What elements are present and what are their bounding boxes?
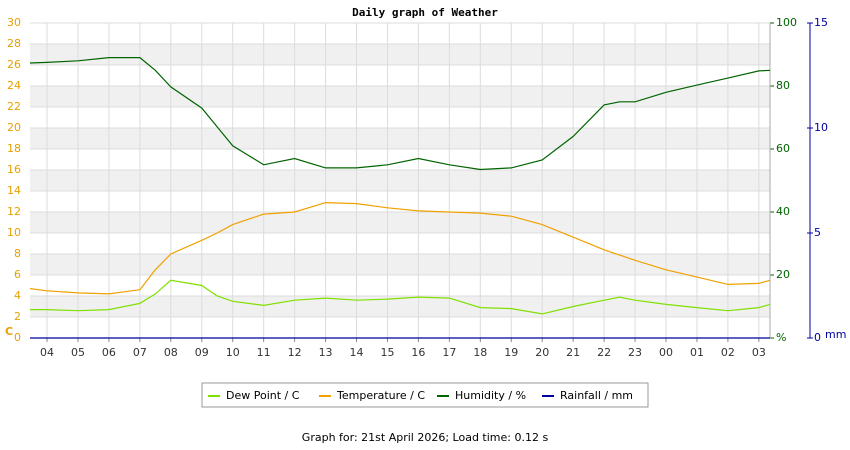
y-tick-label: 18 [7,142,21,155]
grid-band [30,128,770,149]
x-tick-label: 13 [319,346,333,359]
x-tick-label: 10 [226,346,240,359]
y-tick-label: 24 [7,79,21,92]
x-tick-label: 23 [628,346,642,359]
legend [201,382,649,408]
footer: Graph for: 21st April 2026; Load time: 0… [302,431,549,444]
x-tick-label: 07 [133,346,147,359]
series-line [29,201,771,295]
x-tick-label: 00 [659,346,673,359]
y-tick-label: 8 [14,247,21,260]
x-tick-label: 11 [257,346,271,359]
x-tick-label: 20 [535,346,549,359]
x-tick-label: 03 [752,346,766,359]
y-tick-label: 0 [14,331,21,344]
series-line [29,57,771,171]
y-tick-label: 6 [14,268,21,281]
x-tick-label: 04 [40,346,54,359]
x-tick-label: 14 [350,346,364,359]
grid-band [30,86,770,107]
chart-title: Daily graph of Weather [352,6,498,19]
x-tick-label: 06 [102,346,116,359]
y2-tick-label: 20 [776,268,790,281]
legend-label: Rainfall / mm [560,389,633,402]
y2-tick-label: 40 [776,205,790,218]
y3-unit: mm [825,328,846,341]
y2-tick-label: % [776,331,786,344]
x-tick-label: 22 [597,346,611,359]
y-tick-label: 28 [7,37,21,50]
x-tick-label: 19 [504,346,518,359]
x-tick-label: 08 [164,346,178,359]
y-tick-label: 20 [7,121,21,134]
y2-tick-label: 80 [776,79,790,92]
y3-tick-label: 0 [814,331,821,344]
y-tick-label: 30 [7,16,21,29]
y-tick-label: 12 [7,205,21,218]
y-tick-label: 14 [7,184,21,197]
y-tick-label: 16 [7,163,21,176]
x-tick-label: 18 [473,346,487,359]
x-tick-label: 21 [566,346,580,359]
legend-label: Dew Point / C [226,389,300,402]
x-tick-label: 02 [721,346,735,359]
y-tick-label: 22 [7,100,21,113]
grid-band [30,170,770,191]
y-tick-label: 2 [14,310,21,323]
series-line [30,279,771,315]
x-tick-label: 09 [195,346,209,359]
y3-tick-label: 15 [814,16,828,29]
y2-tick-label: 100 [776,16,797,29]
legend-label: Humidity / % [455,389,526,402]
y2-tick-label: 60 [776,142,790,155]
x-tick-label: 16 [411,346,425,359]
grid-band [30,44,770,65]
y-unit: C [5,325,13,338]
grid-band [30,254,770,275]
legend-label: Temperature / C [336,389,425,402]
x-tick-label: 15 [380,346,394,359]
y-tick-label: 10 [7,226,21,239]
grid-band [30,296,770,317]
x-tick-label: 17 [442,346,456,359]
y-tick-label: 26 [7,58,21,71]
y-tick-label: 4 [14,289,21,302]
grid-band [30,212,770,233]
y3-tick-label: 5 [814,226,821,239]
y3-tick-label: 10 [814,121,828,134]
x-tick-label: 05 [71,346,85,359]
x-tick-label: 01 [690,346,704,359]
x-tick-label: 12 [288,346,302,359]
